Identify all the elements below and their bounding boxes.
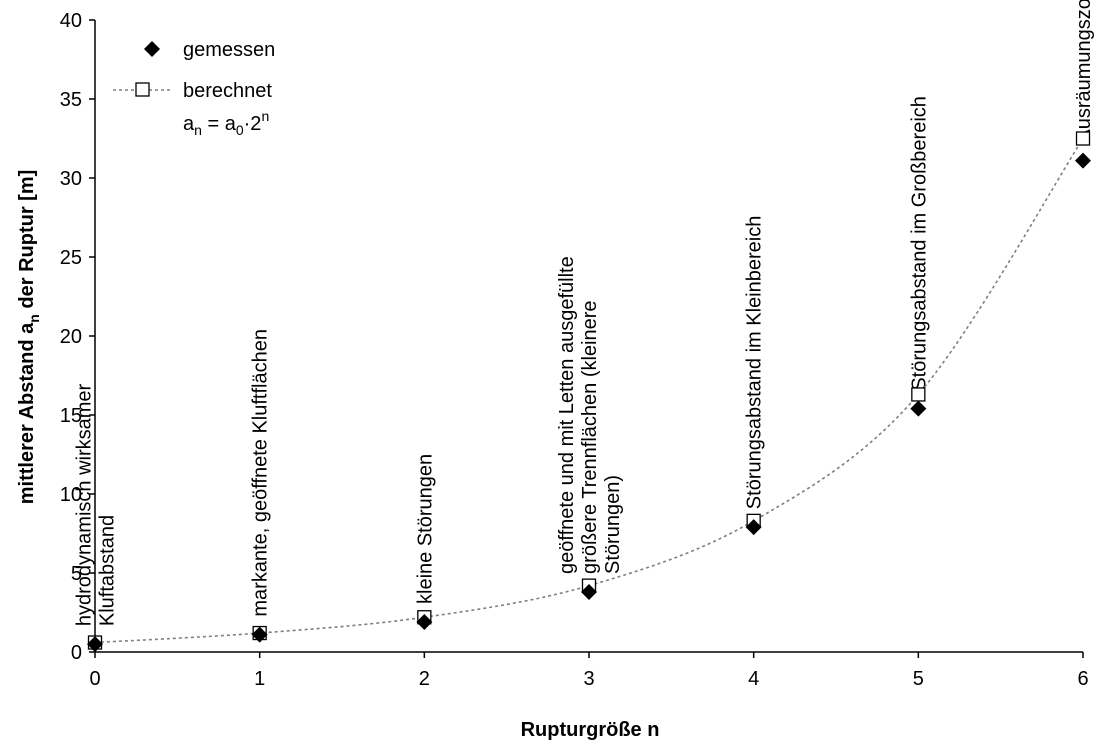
x-tick-label: 6	[1077, 668, 1088, 690]
legend-formula: an = a0·2n	[183, 108, 269, 138]
legend-calculated-label: berechnet	[183, 80, 272, 102]
y-axis-title: mittlerer Abstand an der Ruptur [m]	[16, 170, 42, 505]
y-tick-label: 20	[60, 326, 82, 348]
measured-point	[1075, 152, 1091, 169]
x-axis-title: Rupturgröße n	[521, 719, 660, 741]
annotation-label: hydrodynamisch wirksamer	[74, 383, 96, 626]
formula-sub-0: 0	[236, 122, 244, 138]
annotation-label: Störungen)	[602, 475, 624, 574]
measured-point	[910, 400, 927, 417]
formula-eq: = a	[202, 113, 237, 135]
series	[87, 131, 1091, 653]
measured-point	[87, 636, 103, 653]
annotation-label: Störungsabstand im Kleinbereich	[744, 216, 766, 510]
annotation-label: Störungsabstand im Großbereich	[908, 96, 930, 391]
annotations: hydrodynamisch wirksamer Kluftabstand mark…	[74, 0, 1096, 626]
x-tick-label: 1	[254, 668, 265, 690]
annotation-label: Ausräumungszonen	[1073, 0, 1095, 143]
y-tick-label: 35	[60, 89, 82, 111]
y-tick-label: 5	[71, 563, 82, 585]
measured-point	[251, 626, 268, 643]
legend-measured-marker	[144, 41, 160, 57]
y-tick-label: 0	[71, 642, 82, 664]
formula-sub-n: n	[194, 122, 202, 138]
formula-sup-n: n	[261, 108, 269, 124]
y-tick-label: 25	[60, 247, 82, 269]
annotation-label: Kluftabstand	[97, 515, 119, 626]
y-tick-label: 10	[60, 484, 82, 506]
measured-point	[581, 583, 597, 600]
formula-dot2: ·2	[244, 113, 262, 135]
formula-a: a	[183, 113, 195, 135]
annotation-label: größere Trennflächen (kleinere	[579, 300, 601, 573]
annotation-label: geöffnete und mit Letten ausgefüllte	[556, 256, 578, 574]
y-axis-title-part-1: mittlerer Abstand a	[16, 322, 38, 504]
x-tick-label: 3	[583, 668, 594, 690]
annotation-label: markante, geöffnete Kluftflächen	[250, 329, 272, 617]
y-axis-title-subscript: n	[26, 314, 42, 323]
y-tick-label: 30	[60, 168, 82, 190]
x-tick-label: 0	[89, 668, 100, 690]
legend-measured-label: gemessen	[183, 39, 275, 61]
measured-point	[416, 613, 433, 630]
annotation-label: kleine Störungen	[414, 454, 436, 604]
x-tick-label: 5	[913, 668, 924, 690]
y-tick-label: 40	[60, 10, 82, 32]
y-axis-title-part-2: der Ruptur [m]	[16, 170, 38, 314]
calculated-point	[1075, 131, 1091, 146]
legend-item-measured: gemessen	[144, 39, 275, 61]
legend-item-calculated: berechnet	[113, 80, 272, 102]
measured-point	[745, 519, 762, 536]
legend: gemessen berechnet an = a0·2n	[113, 39, 275, 138]
y-tick-label: 15	[60, 405, 82, 427]
legend-calculated-marker	[135, 82, 150, 97]
x-tick-label: 2	[419, 668, 430, 690]
axes: 0 5 10 15 20 25 30 35 40 0 1 2 3 4 5 6	[60, 10, 1089, 690]
calculated-point	[911, 387, 926, 402]
x-tick-label: 4	[748, 668, 759, 690]
